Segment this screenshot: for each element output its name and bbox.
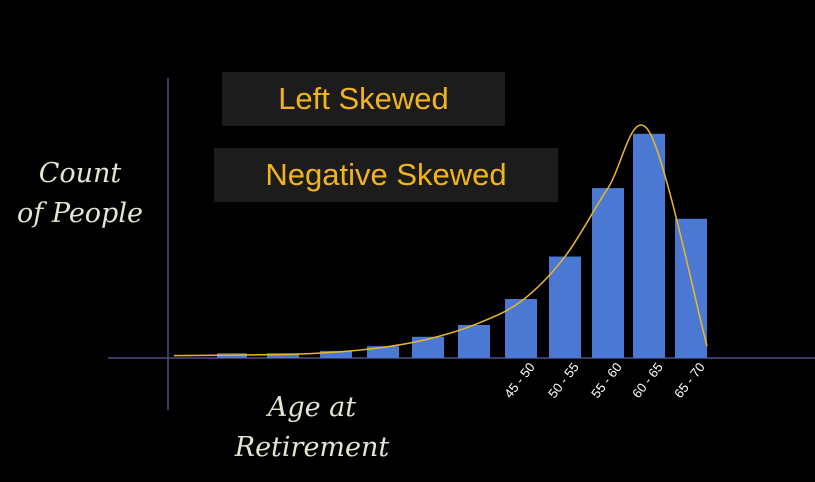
x-axis-title-line2: Retirement: [234, 432, 390, 463]
x-tick-label-8: 55 - 60: [588, 360, 625, 401]
bar-7: [549, 256, 581, 358]
x-tick-label-10: 65 - 70: [671, 360, 708, 401]
x-tick-labels: 45 - 50 50 - 55 55 - 60 60 - 65 65 - 70: [501, 360, 708, 401]
x-tick-label-9: 60 - 65: [629, 360, 666, 401]
bar-2: [320, 350, 352, 358]
negative-skewed-label: Negative Skewed: [265, 157, 507, 192]
bar-5: [458, 324, 490, 358]
bar-8: [592, 188, 624, 358]
negative-skewed-label-box: Negative Skewed: [214, 148, 558, 202]
histogram-bars: [217, 133, 707, 358]
bar-1: [267, 353, 299, 358]
distribution-curve: [173, 124, 708, 357]
bar-3: [367, 346, 399, 358]
x-tick-label-6: 45 - 50: [501, 360, 538, 401]
left-skewed-label-box: Left Skewed: [222, 72, 505, 126]
y-axis-title-line1: Count: [38, 158, 122, 189]
bar-6: [505, 299, 537, 358]
bar-10: [675, 218, 707, 358]
bar-4: [412, 336, 444, 358]
bar-9: [633, 133, 665, 358]
x-axis-title-line1: Age at: [267, 392, 357, 423]
x-axis-title: Age at Retirement: [222, 388, 402, 468]
left-skewed-label: Left Skewed: [278, 81, 449, 116]
x-tick-label-7: 50 - 55: [545, 360, 582, 401]
y-axis-title-line2: of People: [17, 198, 143, 229]
y-axis-title: Count of People: [0, 154, 160, 234]
